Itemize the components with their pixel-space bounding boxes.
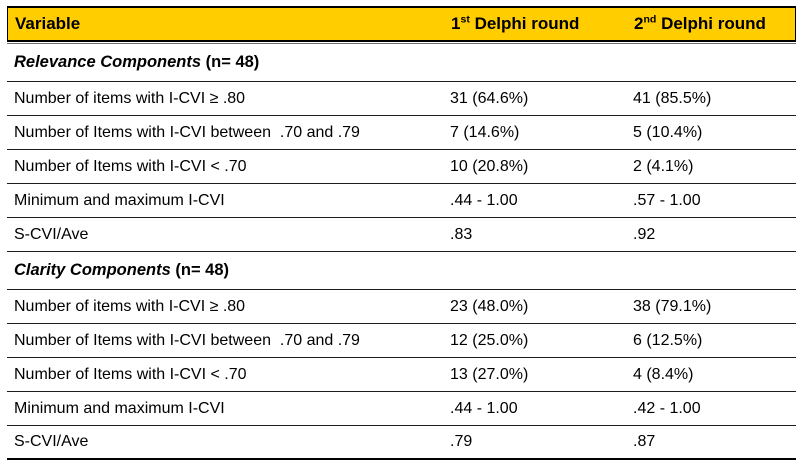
cell-round1: 13 (27.0%) (450, 365, 529, 383)
table-header-row: Variable 1st Delphi round 2nd Delphi rou… (7, 6, 796, 42)
cell-variable: Number of Items with I-CVI < .70 (14, 157, 247, 175)
table-row: Number of Items with I-CVI < .70 13 (27.… (7, 358, 796, 392)
cell-round2: 6 (12.5%) (633, 331, 703, 349)
table-row: Number of Items with I-CVI between .70 a… (7, 324, 796, 358)
cell-variable: S-CVI/Ave (14, 433, 89, 450)
cell-round2: .92 (633, 225, 656, 243)
cell-round2: 2 (4.1%) (633, 157, 694, 175)
cell-round2: 4 (8.4%) (633, 365, 694, 383)
cell-round1: .79 (450, 433, 473, 450)
section-header-relevance: Relevance Components (n= 48) (7, 44, 796, 82)
cell-round1: .44 - 1.00 (450, 399, 518, 417)
header-secondary-rule (7, 43, 796, 44)
header-round2: 2nd Delphi round (634, 13, 766, 33)
cell-round1: 31 (64.6%) (450, 89, 529, 107)
table-row: Number of Items with I-CVI < .70 10 (20.… (7, 150, 796, 184)
cell-round2: .42 - 1.00 (633, 399, 701, 417)
cell-variable: Minimum and maximum I-CVI (14, 399, 225, 417)
cell-variable: Number of Items with I-CVI < .70 (14, 365, 247, 383)
table-row: Minimum and maximum I-CVI .44 - 1.00 .57… (7, 184, 796, 218)
cell-variable: Number of Items with I-CVI between .70 a… (14, 123, 360, 141)
section-header-clarity: Clarity Components (n= 48) (7, 252, 796, 290)
cell-round1: .83 (450, 225, 473, 243)
cell-variable: Minimum and maximum I-CVI (14, 191, 225, 209)
cell-round1: 10 (20.8%) (450, 157, 529, 175)
cell-round1: 7 (14.6%) (450, 123, 520, 141)
cell-round2: 38 (79.1%) (633, 297, 712, 315)
cell-round2: .87 (633, 433, 656, 450)
table-row: Number of Items with I-CVI between .70 a… (7, 116, 796, 150)
cell-variable: Number of items with I-CVI ≥ .80 (14, 89, 246, 107)
cell-round1: 12 (25.0%) (450, 331, 529, 349)
cell-variable: S-CVI/Ave (14, 225, 89, 243)
cell-variable: Number of items with I-CVI ≥ .80 (14, 297, 246, 315)
table-row: Minimum and maximum I-CVI .44 - 1.00 .42… (7, 392, 796, 426)
header-variable: Variable (15, 14, 81, 33)
cell-round2: 41 (85.5%) (633, 89, 712, 107)
cell-round1: .44 - 1.00 (450, 191, 518, 209)
table-row: Number of items with I-CVI ≥ .80 31 (64.… (7, 82, 796, 116)
section-title: Clarity Components (n= 48) (14, 261, 230, 279)
section-title: Relevance Components (n= 48) (14, 53, 260, 71)
cell-round1: 23 (48.0%) (450, 297, 529, 315)
cell-round2: 5 (10.4%) (633, 123, 703, 141)
table-row: S-CVI/Ave .79 .87 (7, 426, 796, 460)
header-round1: 1st Delphi round (451, 13, 580, 33)
cell-round2: .57 - 1.00 (633, 191, 701, 209)
cell-variable: Number of Items with I-CVI between .70 a… (14, 331, 360, 349)
table-row: Number of items with I-CVI ≥ .80 23 (48.… (7, 290, 796, 324)
validity-results-table: Variable 1st Delphi round 2nd Delphi rou… (7, 6, 796, 460)
ordinal-superscript: st (460, 13, 470, 26)
ordinal-superscript: nd (643, 13, 657, 26)
table-row: S-CVI/Ave .83 .92 (7, 218, 796, 252)
